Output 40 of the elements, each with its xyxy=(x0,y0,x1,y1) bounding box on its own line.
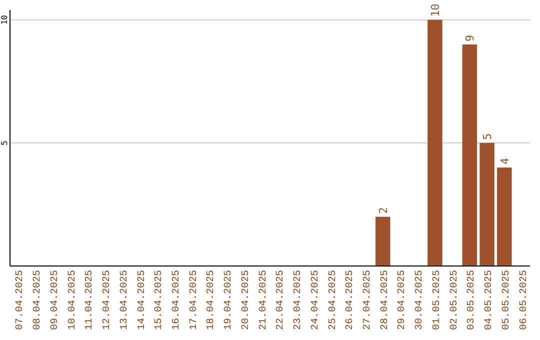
x-tick-label: 17.04.2025 xyxy=(188,270,200,330)
x-tick-label: 13.04.2025 xyxy=(119,270,130,330)
data-label: 10 xyxy=(428,4,442,17)
x-tick-label: 27.04.2025 xyxy=(362,270,374,330)
x-tick-label: 15.04.2025 xyxy=(154,270,166,330)
data-label: 9 xyxy=(464,34,477,42)
x-tick-label: 02.05.2025 xyxy=(449,270,460,330)
x-tick-label: 10.04.2025 xyxy=(67,270,78,330)
x-tick-label: 30.04.2025 xyxy=(414,270,426,330)
x-tick-label: 19.04.2025 xyxy=(224,270,235,330)
x-tick-label: 11.04.2025 xyxy=(84,270,96,330)
x-tick-label: 07.04.2025 xyxy=(15,270,26,330)
x-tick-label: 28.04.2025 xyxy=(380,270,391,330)
x-tick-label: 21.04.2025 xyxy=(258,270,270,330)
x-tick-label: 24.04.2025 xyxy=(310,270,322,330)
data-label: 4 xyxy=(498,158,512,165)
x-tick-label: 16.04.2025 xyxy=(172,270,183,330)
x-tick-label: 14.04.2025 xyxy=(136,270,148,330)
x-tick-label: 04.05.2025 xyxy=(484,270,496,330)
bar xyxy=(462,44,478,266)
x-tick-label: 23.04.2025 xyxy=(293,270,304,330)
x-tick-label: 20.04.2025 xyxy=(240,270,252,330)
data-label: 2 xyxy=(376,207,390,214)
x-tick-label: 09.04.2025 xyxy=(50,270,61,330)
x-tick-label: 26.04.2025 xyxy=(345,270,356,330)
bar xyxy=(428,20,442,266)
bar xyxy=(497,168,512,266)
bar xyxy=(375,216,390,266)
x-tick-label: 18.04.2025 xyxy=(206,270,218,330)
x-tick-label: 08.04.2025 xyxy=(32,270,44,330)
x-tick-label: 12.04.2025 xyxy=(102,270,114,330)
x-tick-label: 03.05.2025 xyxy=(466,270,478,330)
x-tick-label: 05.05.2025 xyxy=(501,270,512,330)
x-tick-label: 22.04.2025 xyxy=(276,270,287,330)
x-tick-label: 01.05.2025 xyxy=(432,270,443,330)
data-label: 5 xyxy=(481,133,494,140)
bar xyxy=(480,142,494,266)
x-tick-label: 06.05.2025 xyxy=(518,270,530,330)
x-tick-label: 29.04.2025 xyxy=(397,270,408,330)
x-tick-label: 25.04.2025 xyxy=(328,270,339,330)
